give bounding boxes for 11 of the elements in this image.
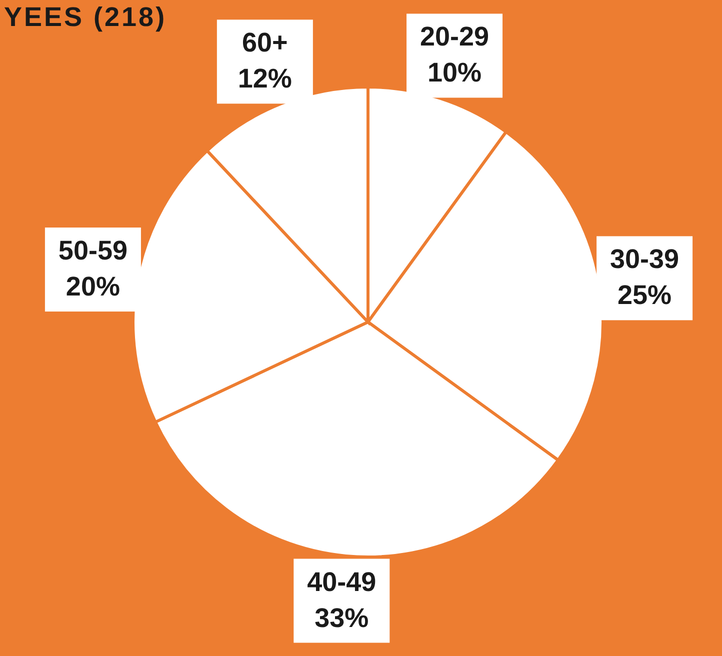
slice-label: 40-49	[307, 566, 376, 597]
slice-label: 60+	[242, 28, 288, 58]
chart-title: YEES (218)	[4, 2, 167, 32]
data-label: 33%	[314, 602, 369, 633]
data-label: 10%	[428, 58, 482, 88]
data-label: 20%	[66, 272, 120, 302]
slice-label: 30-39	[610, 244, 680, 274]
data-label: 25%	[618, 280, 672, 310]
slice-label: 50-59	[58, 236, 128, 266]
data-label: 12%	[238, 64, 292, 94]
slice-label: 20-29	[420, 22, 490, 52]
